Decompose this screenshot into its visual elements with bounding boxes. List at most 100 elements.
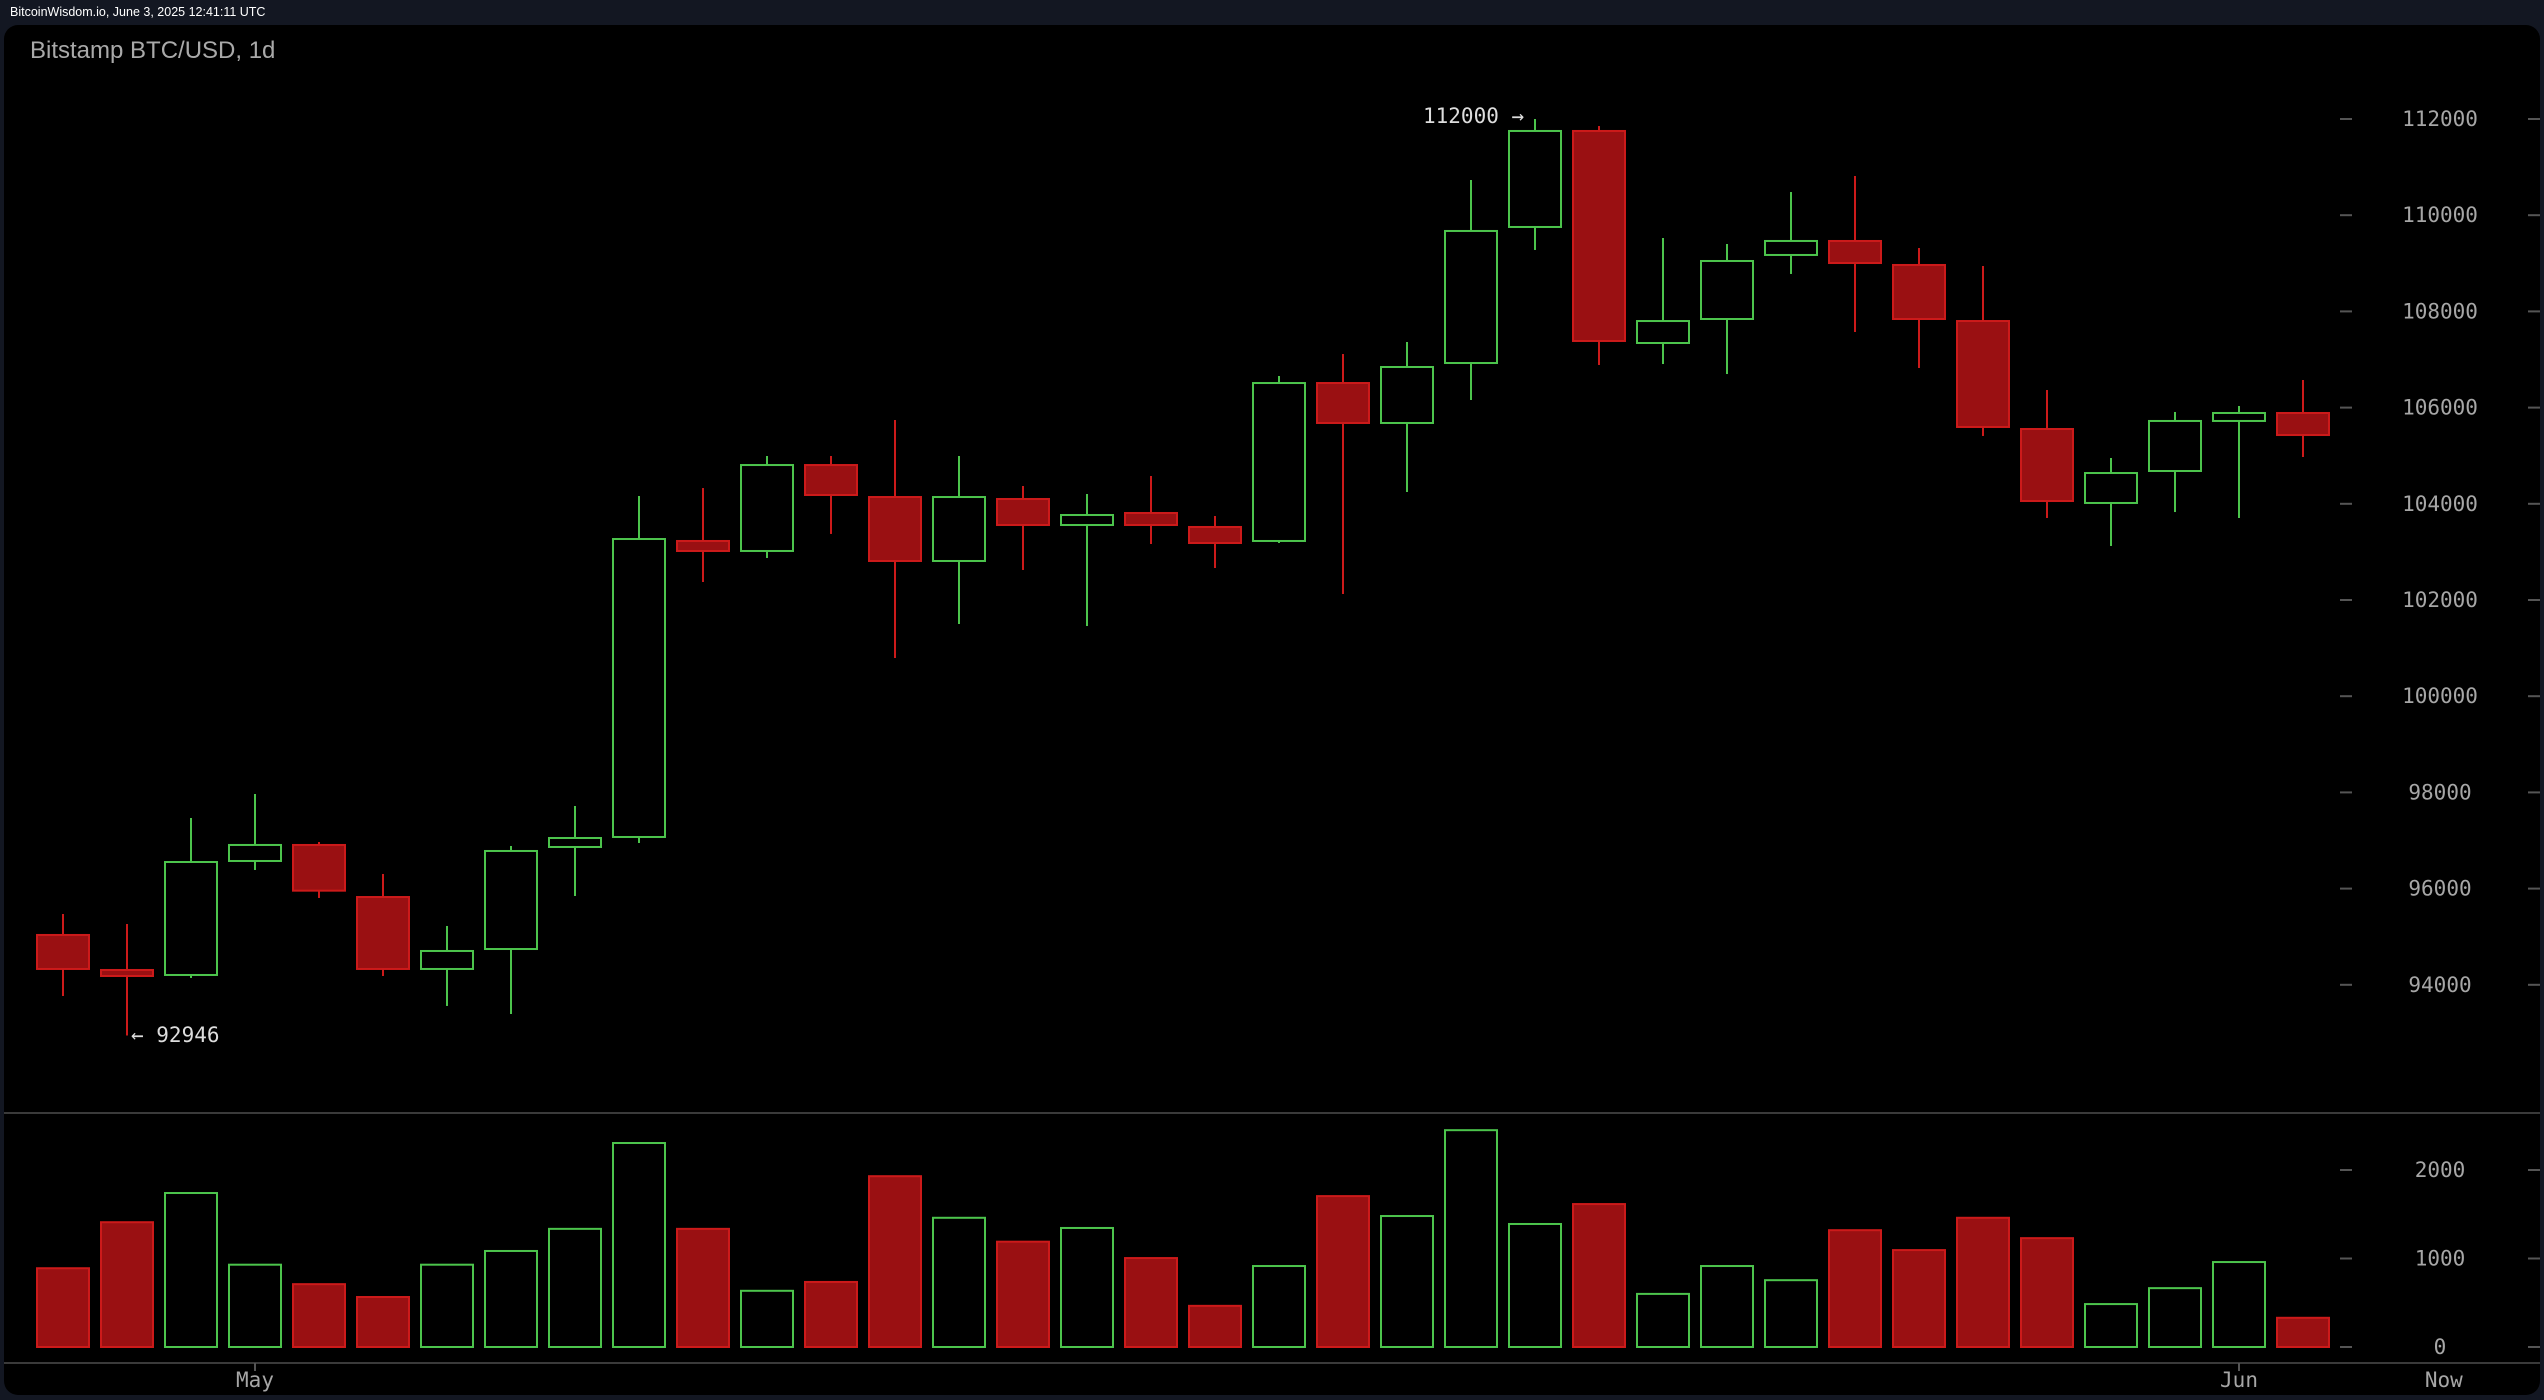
candle-body (548, 836, 602, 848)
candle-up (484, 845, 538, 1014)
candle-down (36, 913, 90, 997)
candle-body (1444, 229, 1498, 365)
candle-body (1764, 239, 1818, 256)
candle-up (2212, 406, 2266, 518)
candle-down (100, 924, 154, 1036)
candle-down (1316, 354, 1370, 594)
candle-up (548, 806, 602, 897)
low-annotation: ← 92946 (131, 1023, 220, 1047)
volume-bar-up (1764, 1279, 1818, 1348)
candle-down (1572, 126, 1626, 365)
volume-bar-up (2212, 1261, 2266, 1349)
volume-bar-down (100, 1221, 154, 1348)
volume-bar-up (612, 1142, 666, 1348)
volume-bar-down (1316, 1195, 1370, 1349)
candle-down (1124, 475, 1178, 545)
volume-bar-down (676, 1227, 730, 1349)
price-axis: 112000 110000 108000 106000 104000 102000 1000… (2340, 107, 2540, 997)
price-tick-label: 94000 (2408, 973, 2471, 997)
candle-body (1060, 514, 1114, 527)
volume-bar-down (1124, 1257, 1178, 1348)
candle-body (1188, 525, 1242, 545)
volume-bar-down (1828, 1229, 1882, 1349)
candle-down (996, 486, 1050, 570)
candle-up (228, 793, 282, 870)
volume-bar-down (1956, 1216, 2010, 1349)
candle-body (932, 496, 986, 562)
time-tick-label: Jun (2220, 1368, 2258, 1392)
volume-bar-up (740, 1289, 794, 1348)
volume-bar-up (484, 1249, 538, 1349)
candle-up (1700, 244, 1754, 375)
time-tick-label: Now (2425, 1368, 2463, 1392)
candle-body (1700, 259, 1754, 320)
candle-up (1444, 179, 1498, 401)
candle-body (1124, 511, 1178, 527)
price-tick-label: 112000 (2402, 107, 2478, 131)
candle-down (1956, 265, 2010, 436)
candle-down (2276, 379, 2330, 457)
volume-bar-up (228, 1263, 282, 1348)
candles (36, 119, 2330, 1036)
volume-bar-down (1572, 1203, 1626, 1349)
volume-tick-label: 1000 (2415, 1247, 2466, 1271)
volume-bar-down (868, 1175, 922, 1348)
price-tick-label: 110000 (2402, 203, 2478, 227)
candle-body (1252, 382, 1306, 542)
candle-body (1956, 320, 2010, 428)
price-tick-label: 104000 (2402, 492, 2478, 516)
candle-up (420, 925, 474, 1006)
candle-down (1892, 248, 1946, 369)
source-timestamp: BitcoinWisdom.io, June 3, 2025 12:41:11 … (10, 5, 266, 19)
volume-bar-up (1380, 1215, 1434, 1349)
volume-bar-up (1508, 1222, 1562, 1348)
price-tick-label: 100000 (2402, 684, 2478, 708)
price-tick-label: 98000 (2408, 780, 2471, 804)
volume-axis: 2000 1000 0 (2340, 1158, 2540, 1359)
volume-bar-down (1892, 1249, 1946, 1349)
time-tick-label: May (236, 1368, 274, 1392)
price-tick-label: 96000 (2408, 877, 2471, 901)
candle-up (612, 496, 666, 844)
candle-body (356, 896, 410, 970)
volume-bar-down (36, 1267, 90, 1348)
volume-bar-up (548, 1227, 602, 1349)
volume-bar-down (1188, 1304, 1242, 1349)
candle-body (1572, 129, 1626, 342)
price-tick-label: 108000 (2402, 299, 2478, 323)
chart-panel[interactable]: Bitstamp BTC/USD, 1d (4, 25, 2540, 1395)
volume-bar-up (1636, 1292, 1690, 1349)
candle-body (292, 843, 346, 892)
candle-down (676, 488, 730, 583)
candle-body (2148, 419, 2202, 472)
time-axis: May Jun Now (236, 1363, 2463, 1392)
pane-separators (4, 1112, 2540, 1364)
volume-bar-down (804, 1280, 858, 1349)
candle-body (868, 496, 922, 562)
candle-body (1828, 239, 1882, 265)
volume-bar-down (2276, 1316, 2330, 1349)
candle-up (1252, 375, 1306, 544)
volume-bar-up (1060, 1226, 1114, 1349)
volume-tick-label: 0 (2434, 1335, 2447, 1359)
candle-up (1508, 119, 1562, 250)
volume-bar-down (356, 1295, 410, 1349)
candle-up (2148, 411, 2202, 513)
volume-bar-up (1444, 1129, 1498, 1349)
annotations: 112000 → ← 92946 (131, 104, 1524, 1047)
candle-down (292, 841, 346, 898)
candle-down (868, 420, 922, 659)
candle-body (1636, 320, 1690, 345)
top-bar: BitcoinWisdom.io, June 3, 2025 12:41:11 … (0, 0, 2544, 25)
candle-down (1188, 516, 1242, 569)
candle-body (2084, 472, 2138, 504)
candle-body (1508, 129, 1562, 228)
candle-down (1828, 175, 1882, 332)
candle-down (804, 455, 858, 534)
candle-body (2020, 428, 2074, 503)
candle-up (932, 455, 986, 625)
candle-down (2020, 389, 2074, 518)
volume-tick-label: 2000 (2415, 1158, 2466, 1182)
candle-body (228, 843, 282, 862)
